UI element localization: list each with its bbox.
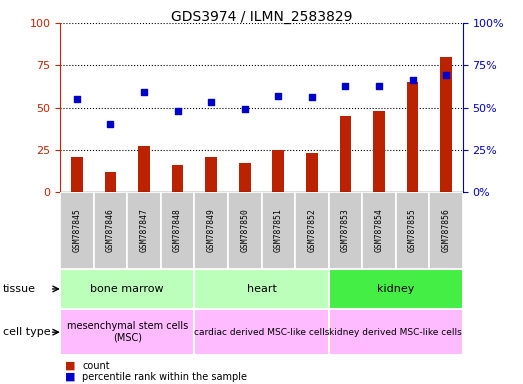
Bar [407,82,418,192]
Text: bone marrow: bone marrow [90,284,164,294]
Bar [306,153,317,192]
Point [73,96,81,102]
Bar [373,111,385,192]
Text: GSM787850: GSM787850 [240,209,249,252]
Text: heart: heart [246,284,277,294]
Point [241,106,249,112]
Text: GSM787851: GSM787851 [274,209,283,252]
Bar [94,192,127,269]
Bar [295,192,328,269]
Bar [272,150,284,192]
Point [341,83,349,89]
Text: GSM787847: GSM787847 [140,209,149,252]
Bar [195,192,228,269]
Bar [60,192,94,269]
Bar [339,116,351,192]
Point [308,94,316,101]
Text: GSM787855: GSM787855 [408,209,417,252]
Point [408,78,417,84]
Bar [262,192,295,269]
Text: GSM787853: GSM787853 [341,209,350,252]
Text: GDS3974 / ILMN_2583829: GDS3974 / ILMN_2583829 [170,10,353,23]
Bar [71,157,83,192]
Point [274,93,282,99]
Bar [440,57,452,192]
Text: ■: ■ [65,372,76,382]
Bar [195,309,328,355]
Bar [228,192,262,269]
Text: tissue: tissue [3,284,36,294]
Point [174,108,182,114]
Point [207,99,215,106]
Text: kidney: kidney [377,284,414,294]
Text: GSM787852: GSM787852 [308,209,316,252]
Point [442,72,450,78]
Text: GSM787848: GSM787848 [173,209,182,252]
Text: cell type: cell type [3,327,50,337]
Text: mesenchymal stem cells
(MSC): mesenchymal stem cells (MSC) [66,321,188,343]
Bar [138,146,150,192]
Bar [396,192,429,269]
Point [375,83,383,89]
Text: ■: ■ [65,361,76,371]
Point [140,89,148,95]
Bar [195,269,328,309]
Bar [239,163,251,192]
Text: GSM787846: GSM787846 [106,209,115,252]
Bar [105,172,116,192]
Point [106,121,115,127]
Text: kidney derived MSC-like cells: kidney derived MSC-like cells [329,328,462,337]
Bar [60,269,195,309]
Bar [328,192,362,269]
Bar [172,165,184,192]
Bar [328,269,463,309]
Bar [362,192,396,269]
Text: GSM787854: GSM787854 [374,209,383,252]
Text: count: count [82,361,110,371]
Bar [60,309,195,355]
Text: percentile rank within the sample: percentile rank within the sample [82,372,247,382]
Text: GSM787856: GSM787856 [441,209,451,252]
Bar [127,192,161,269]
Bar [206,157,217,192]
Bar [161,192,195,269]
Text: GSM787845: GSM787845 [72,209,82,252]
Bar [429,192,463,269]
Bar [328,309,463,355]
Text: GSM787849: GSM787849 [207,209,215,252]
Text: cardiac derived MSC-like cells: cardiac derived MSC-like cells [194,328,329,337]
